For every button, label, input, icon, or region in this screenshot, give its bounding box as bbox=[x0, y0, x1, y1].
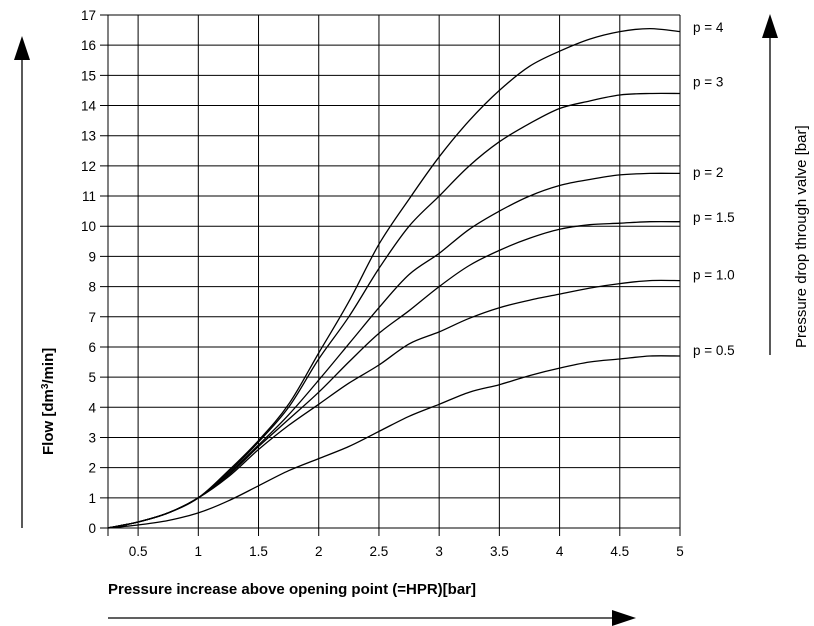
x-tick-label: 4.5 bbox=[610, 544, 629, 559]
y-tick-label: 2 bbox=[88, 461, 96, 476]
x-tick-label: 3 bbox=[435, 544, 443, 559]
right-axis-title: Pressure drop through valve [bar] bbox=[793, 125, 810, 348]
x-tick-label: 3.5 bbox=[490, 544, 509, 559]
y-tick-label: 17 bbox=[81, 8, 96, 23]
flow-axis-arrow bbox=[14, 36, 30, 528]
x-tick-label: 5 bbox=[676, 544, 684, 559]
series-label: p = 1.5 bbox=[693, 210, 735, 225]
x-axis-ticks: 0.5 1 1.5 2 2.5 3 3.5 4 4.5 5 bbox=[129, 544, 684, 559]
series-line bbox=[107, 355, 681, 529]
pressure-drop-arrow bbox=[762, 14, 778, 355]
y-tick-label: 7 bbox=[88, 310, 96, 325]
y-tick-label: 12 bbox=[81, 159, 96, 174]
y-tick-label: 8 bbox=[88, 280, 96, 295]
series-label: p = 0.5 bbox=[693, 343, 735, 358]
y-tick-label: 4 bbox=[88, 400, 96, 415]
y-tick-label: 14 bbox=[81, 99, 97, 114]
y-tick-label: 10 bbox=[81, 219, 96, 234]
x-tick-label: 1.5 bbox=[249, 544, 268, 559]
x-tick-label: 4 bbox=[556, 544, 564, 559]
series-line bbox=[107, 220, 681, 529]
x-tick-label: 2.5 bbox=[370, 544, 389, 559]
y-tick-label: 1 bbox=[88, 491, 96, 506]
x-tick-label: 1 bbox=[195, 544, 203, 559]
y-tick-label: 0 bbox=[88, 521, 96, 536]
series-line bbox=[107, 279, 681, 529]
y-tick-label: 5 bbox=[88, 370, 96, 385]
grid bbox=[100, 14, 681, 536]
y-tick-label: 11 bbox=[82, 189, 96, 204]
series-label: p = 3 bbox=[693, 74, 723, 89]
x-axis-arrow bbox=[108, 610, 636, 626]
y-axis-title: Flow [dm3/min] bbox=[40, 348, 58, 455]
series-line bbox=[107, 27, 681, 529]
series-label: p = 4 bbox=[693, 20, 724, 35]
y-tick-label: 16 bbox=[81, 38, 96, 53]
x-tick-label: 0.5 bbox=[129, 544, 148, 559]
x-axis-title: Pressure increase above opening point (=… bbox=[108, 581, 476, 598]
series-label: p = 2 bbox=[693, 165, 723, 180]
y-tick-label: 9 bbox=[88, 249, 96, 264]
x-tick-label: 2 bbox=[315, 544, 323, 559]
series-lines bbox=[107, 27, 681, 529]
series-label: p = 1.0 bbox=[693, 268, 735, 283]
series-labels: p = 4 p = 3 p = 2 p = 1.5 p = 1.0 p = 0.5 bbox=[693, 20, 735, 358]
y-tick-label: 15 bbox=[81, 68, 96, 83]
y-tick-label: 6 bbox=[88, 340, 96, 355]
y-tick-label: 3 bbox=[88, 430, 96, 445]
series-line bbox=[107, 92, 681, 529]
y-tick-label: 13 bbox=[81, 129, 96, 144]
